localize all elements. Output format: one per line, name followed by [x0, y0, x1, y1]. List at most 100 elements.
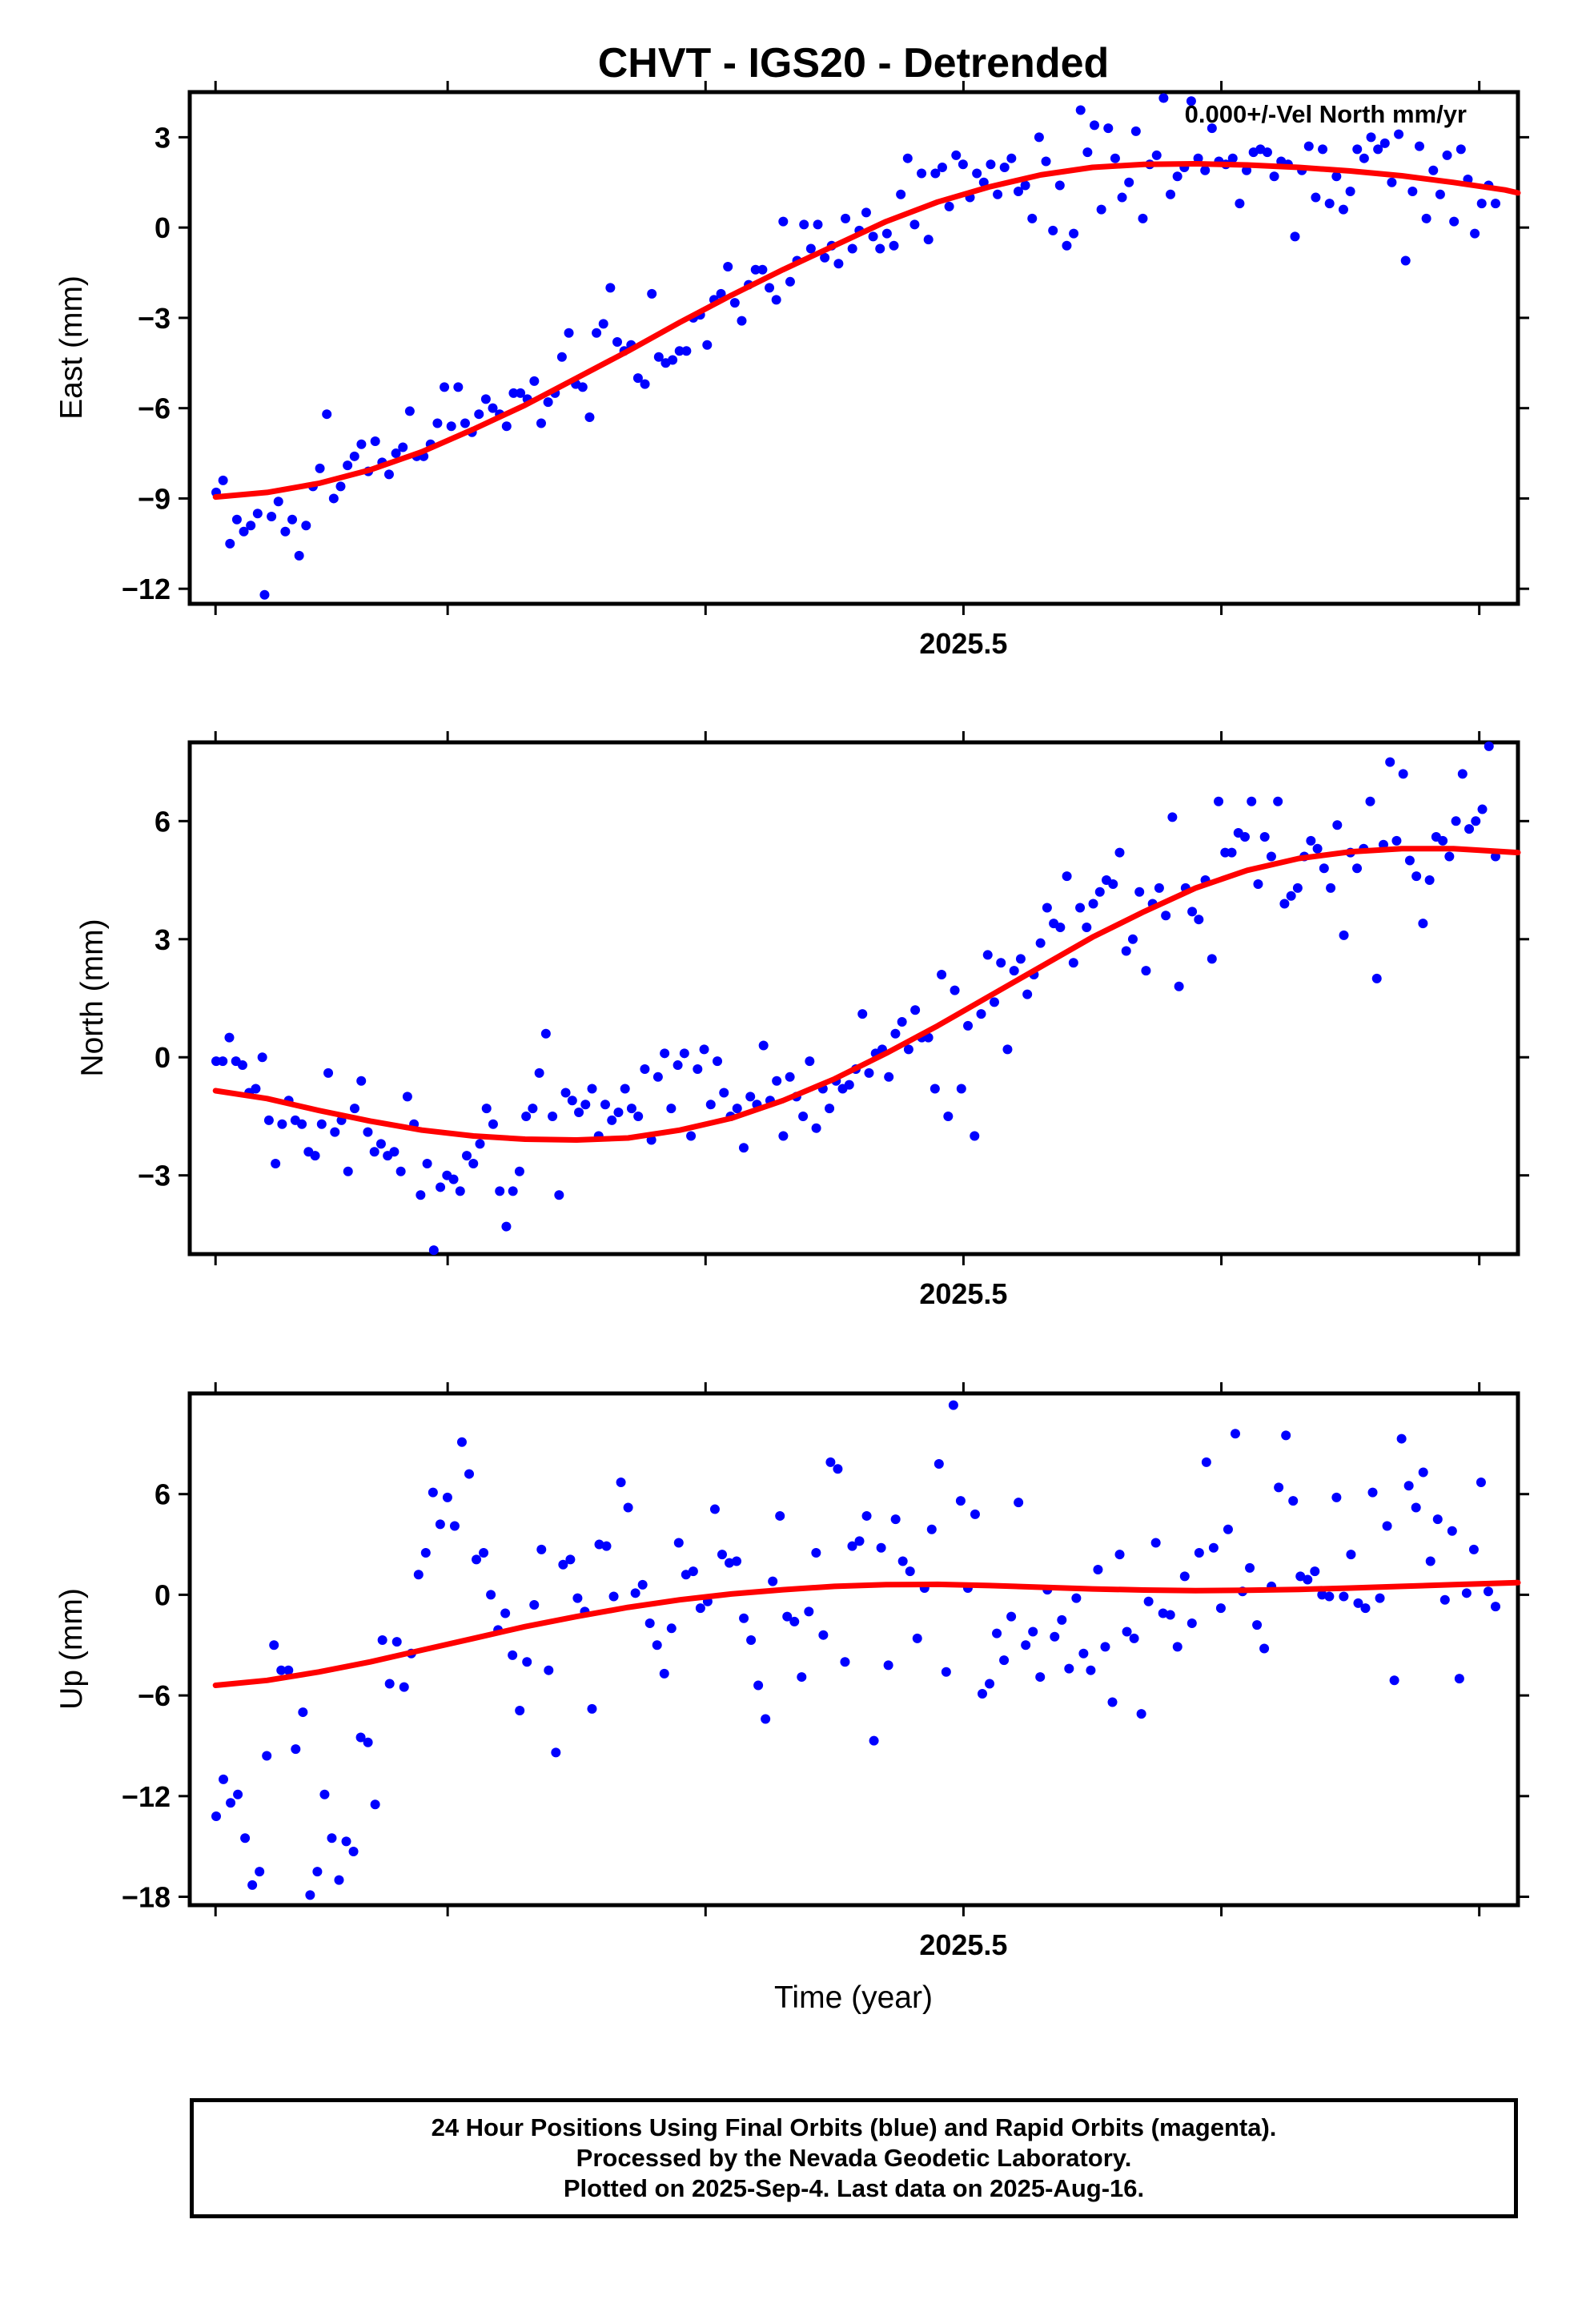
data-point — [1266, 851, 1276, 862]
data-point — [528, 1104, 538, 1114]
data-point — [1471, 816, 1481, 826]
data-point — [298, 1707, 308, 1718]
data-point — [267, 511, 277, 521]
data-point — [717, 1550, 727, 1560]
data-point — [269, 1640, 279, 1651]
data-point — [772, 1076, 782, 1086]
data-point — [976, 1009, 986, 1019]
data-point — [1365, 796, 1375, 806]
data-point — [951, 150, 962, 160]
fit-curve — [212, 161, 1521, 501]
data-point — [799, 219, 809, 230]
data-point — [448, 1174, 459, 1184]
data-point — [356, 439, 367, 449]
data-point — [237, 1060, 247, 1071]
data-point — [688, 1566, 698, 1577]
data-point — [1391, 835, 1402, 846]
data-point — [716, 288, 726, 299]
data-point — [1404, 855, 1415, 866]
data-point — [398, 442, 408, 452]
data-point — [644, 1618, 655, 1629]
data-point — [943, 1111, 954, 1121]
data-point — [1414, 141, 1424, 151]
data-point — [594, 1539, 604, 1550]
data-point — [259, 589, 270, 600]
data-point — [402, 1092, 412, 1102]
data-point — [923, 235, 934, 245]
data-point — [468, 1158, 479, 1168]
data-point — [446, 421, 456, 432]
data-point — [1247, 796, 1257, 806]
data-point — [301, 521, 311, 531]
data-point — [1143, 1596, 1154, 1606]
data-point — [1194, 915, 1204, 925]
data-point — [653, 352, 664, 362]
data-point — [1186, 1618, 1197, 1629]
data-point — [765, 283, 775, 293]
data-point — [1353, 1598, 1363, 1608]
data-point — [753, 1680, 764, 1691]
data-point — [211, 1056, 221, 1067]
data-point — [1303, 141, 1314, 151]
data-point — [1476, 1478, 1486, 1488]
panel-up-frame — [187, 1391, 1520, 1908]
data-point — [1273, 796, 1283, 806]
panel-north-ticks: 6 3 0 −3 2025.5 — [138, 731, 1529, 1310]
data-point — [1002, 1044, 1013, 1055]
data-point — [280, 526, 291, 537]
data-point — [218, 1056, 228, 1067]
data-point — [647, 288, 657, 299]
data-point — [355, 1732, 366, 1743]
data-point — [1227, 153, 1238, 163]
data-point — [640, 379, 650, 389]
data-point — [273, 497, 283, 507]
data-point — [263, 1115, 274, 1125]
data-point — [659, 1668, 669, 1679]
data-point — [811, 1123, 821, 1133]
footer-box: 24 Hour Positions Using Final Orbits (bl… — [190, 2098, 1518, 2218]
data-point — [1114, 1550, 1125, 1560]
data-point — [1141, 966, 1151, 976]
data-point — [330, 1127, 340, 1137]
data-point — [1331, 171, 1342, 182]
data-point — [679, 1048, 689, 1059]
data-point — [1456, 144, 1466, 155]
data-point — [1477, 804, 1488, 814]
data-point — [246, 521, 256, 531]
data-point — [977, 1689, 987, 1699]
y-tick-label: 3 — [155, 923, 171, 956]
data-point — [516, 388, 526, 398]
panel-up: 6 0 −6 −12 −18 2025.5 Up (mm) — [54, 1382, 1529, 1961]
data-point — [1418, 919, 1428, 929]
data-point — [719, 1088, 729, 1098]
data-point — [1009, 966, 1019, 976]
data-point — [729, 298, 740, 308]
panel-east-ticks: 3 0 −3 −6 −9 −12 2025.5 — [122, 81, 1529, 660]
x-tick-label: 2025.5 — [919, 1928, 1007, 1961]
data-point — [805, 1056, 815, 1067]
data-point — [522, 1657, 532, 1667]
data-point — [312, 1867, 323, 1877]
panel-north-frame — [187, 740, 1520, 1256]
data-point — [1161, 911, 1171, 921]
data-point — [369, 1147, 379, 1157]
data-point — [660, 1048, 670, 1059]
y-tick-label: −18 — [122, 1881, 171, 1914]
y-tick-label: 3 — [155, 121, 171, 154]
data-point — [934, 1458, 944, 1469]
fit-curve — [212, 1579, 1521, 1688]
data-point — [1262, 147, 1272, 158]
data-point — [982, 950, 993, 960]
data-point — [746, 1634, 757, 1645]
data-point — [1292, 883, 1303, 893]
data-point — [1288, 1496, 1299, 1506]
y-tick-label: 6 — [155, 805, 171, 838]
data-point — [1394, 129, 1404, 139]
data-point — [316, 1119, 327, 1129]
data-point — [1127, 934, 1138, 944]
data-point — [1424, 875, 1435, 886]
data-point — [1078, 1648, 1089, 1659]
data-point — [1339, 1591, 1349, 1602]
data-point — [673, 1060, 683, 1071]
